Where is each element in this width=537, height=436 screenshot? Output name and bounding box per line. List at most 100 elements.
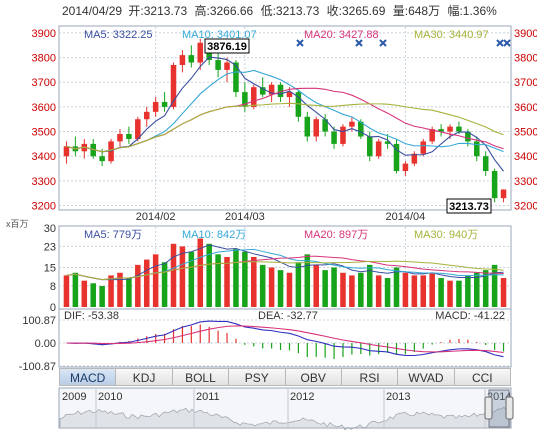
volume-ma-lines [66,244,504,281]
quote-date: 2014/04/29 [62,4,122,18]
candle-body [349,121,355,127]
overview-right-handle[interactable] [505,396,514,420]
volume-bar [81,280,88,307]
volume-bar [108,275,114,307]
price-grid [59,27,511,209]
price-tick-left: 3200 [32,201,56,213]
volume-bar [215,254,221,307]
dif-line [66,320,504,358]
tab-obv[interactable]: OBV [285,368,342,386]
candle-body [135,119,141,139]
macd-value-label: MACD: -41.22 [435,310,505,322]
change-label: 幅: [447,3,462,18]
candle-body [117,134,123,142]
volume-axis-labels: 30 23 15 8 0 [44,223,56,314]
volume-bar [277,270,284,307]
volume-bar [340,272,346,307]
volume-bar [295,262,302,307]
price-tick-right: 3600 [514,102,537,114]
candle-body [384,141,391,144]
volume-value: 648万 [408,4,440,18]
max-callout-text: 3876.19 [207,41,247,53]
event-marker-icon[interactable] [503,39,511,47]
volume-bar [375,275,382,307]
candle-body [143,111,150,120]
candle-body [277,84,284,98]
price-ma-legend-item: MA5: 3322.25 [84,29,153,41]
volume-bar [233,249,239,307]
volume-ma-legend-item: MA20: 897万 [304,229,368,241]
candle-body [304,116,311,137]
tab-cci[interactable]: CCI [454,368,511,386]
quote-header: 2014/04/29 开:3213.73 高:3266.66 低:3213.73… [62,3,497,18]
volume-unit-label: x百万 [6,219,29,229]
candle-body [447,126,453,132]
volume-bar [393,267,400,307]
candle-body [474,141,480,157]
candle-body [491,171,498,199]
candle-body [482,156,489,172]
overview-left-handle[interactable] [484,396,493,420]
volume-bar [251,256,257,307]
volume-bar [429,272,435,307]
macd-grid [59,319,511,367]
candle-body [224,62,230,70]
event-marker-icon[interactable] [379,39,387,47]
volume-bar [358,272,364,307]
dea-line [66,325,504,354]
overview-area [59,405,511,431]
high-label: 高: [194,3,209,18]
tab-kdj[interactable]: KDJ [116,368,173,386]
event-marker-icon[interactable] [496,39,504,47]
close-value: 3265.69 [342,4,386,18]
volume-bar [286,272,293,307]
event-marker-icon[interactable] [296,39,304,47]
dif-label: DIF: -53.38 [64,310,119,322]
volume-tick: 15 [44,263,56,275]
volume-bar [331,267,337,307]
candle-body [438,129,444,132]
volume-tick: 0 [50,302,56,314]
macd-panel-frame [58,308,512,368]
volume-bar [224,256,230,307]
price-tick-left: 3500 [32,127,56,139]
macd-axis-labels: 100.87 0.00 -100.87 [19,315,56,373]
event-marker-icon[interactable] [355,39,363,47]
volume-bar [313,264,319,307]
candle-body [170,64,177,107]
price-ma-legend: MA5: 3322.25 MA10: 3401.07 MA20: 3427.88 MA… [84,29,489,41]
volume-bar [206,243,212,307]
tab-boll[interactable]: BOLL [172,368,230,386]
volume-bar [474,272,480,307]
dea-label: DEA: -32.77 [258,310,318,322]
candle-body [99,156,105,162]
overview-year-label: 2013 [386,391,410,403]
candle-body [331,131,337,144]
volume-bar [349,275,355,307]
volume-ma-legend: MA5: 779万 MA10: 842万 MA20: 897万 MA30: 940万 [84,229,478,241]
tab-rsi[interactable]: RSI [341,368,399,386]
last-callout-box [446,198,492,214]
change-value: 1.36% [463,4,497,18]
max-price-callout: 3876.19 [204,38,250,54]
low-label: 低: [261,4,276,18]
candle-body [500,189,507,199]
volume-ma-legend-item: MA5: 779万 [84,229,142,241]
price-ma-lines [66,56,504,172]
volume-bar [465,275,471,307]
volume-ma-legend-item: MA10: 842万 [182,229,246,241]
price-tick-left: 3800 [32,53,56,65]
max-callout-box [204,38,250,54]
volume-ma-line [66,260,504,281]
tab-psy[interactable]: PSY [229,368,286,386]
price-panel-frame [58,25,512,211]
volume-tick: 23 [44,241,56,253]
candle-body [197,42,204,63]
price-ma-legend-item: MA30: 3440.97 [414,29,489,41]
last-callout-text: 3213.73 [449,201,489,213]
volume-bar [456,280,462,307]
candle-body [465,131,471,142]
tab-macd[interactable]: MACD [59,368,117,386]
tab-wvad[interactable]: WVAD [398,368,455,386]
